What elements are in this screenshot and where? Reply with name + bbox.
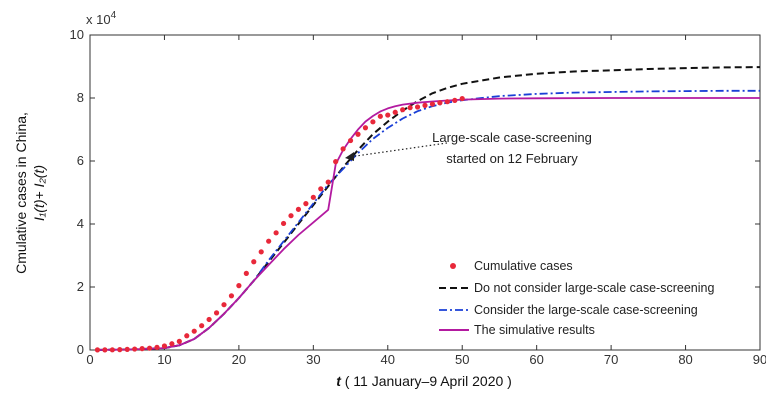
data-point	[392, 109, 398, 115]
data-point	[169, 341, 175, 347]
data-point	[117, 347, 123, 353]
legend-item-simulative-results: The simulative results	[439, 323, 595, 337]
data-point	[280, 220, 287, 227]
y-axis-label: Cmulative cases in China, I₁(t)+ I₂(t)	[13, 112, 47, 274]
data-point	[154, 344, 160, 350]
y-tick-label: 0	[77, 342, 84, 357]
y-tick-label: 10	[70, 27, 84, 42]
data-point	[228, 293, 235, 299]
data-point	[221, 302, 227, 308]
x-axis-label: t ( 11 January–9 April 2020 )	[336, 373, 512, 389]
x-tick-label: 0	[86, 352, 93, 367]
x-tick-label: 10	[157, 352, 171, 367]
data-point	[132, 346, 138, 352]
legend-label-with-screening: Consider the large-scale case-screening	[474, 303, 698, 317]
y-multiplier-label: x 104	[86, 10, 117, 27]
legend-item-cumulative-cases: Cumulative cases	[450, 259, 573, 273]
data-point	[318, 186, 324, 192]
x-tick-label: 30	[306, 352, 320, 367]
data-point	[288, 213, 294, 219]
y-tick-label: 2	[77, 279, 84, 294]
x-tick-label: 90	[753, 352, 766, 367]
data-point	[407, 105, 413, 111]
data-point	[273, 230, 279, 236]
x-tick-label: 50	[455, 352, 469, 367]
plot-area	[89, 34, 761, 351]
legend-label-simulative-results: The simulative results	[474, 323, 595, 337]
data-point	[459, 95, 465, 102]
annotation-text-line2: started on 12 February	[446, 151, 578, 166]
data-point	[355, 131, 361, 137]
data-point	[444, 99, 450, 105]
data-point	[266, 238, 272, 244]
data-point	[325, 179, 331, 185]
legend-item-no-screening: Do not consider large-scale case-screeni…	[439, 281, 714, 295]
data-point	[333, 159, 339, 165]
data-point	[109, 347, 115, 353]
data-point	[400, 107, 406, 113]
x-tick-label: 40	[381, 352, 395, 367]
data-point	[414, 104, 421, 110]
series-layer	[94, 66, 761, 353]
data-point	[251, 259, 257, 265]
data-point	[199, 323, 205, 329]
annotation-arrow-head	[345, 152, 354, 161]
plot-frame	[89, 34, 761, 351]
data-point	[236, 283, 242, 289]
x-tick-label: 20	[232, 352, 246, 367]
data-point	[362, 125, 369, 131]
data-point	[161, 343, 168, 349]
annotation: Large-scale case-screening started on 12…	[345, 130, 592, 166]
annotation-text-line1: Large-scale case-screening	[432, 130, 592, 145]
data-point	[176, 338, 182, 344]
data-point	[213, 310, 220, 316]
data-point	[422, 102, 428, 108]
data-point	[310, 194, 316, 200]
annotation-arrow-line	[348, 142, 448, 158]
data-point	[124, 346, 130, 352]
data-point	[184, 333, 190, 339]
legend-marker-cumulative-cases	[450, 263, 456, 269]
legend-item-with-screening: Consider the large-scale case-screening	[439, 303, 698, 317]
data-point	[258, 249, 264, 255]
x-tick-label: 80	[678, 352, 692, 367]
data-point	[191, 328, 197, 334]
data-point	[452, 97, 458, 103]
data-point	[102, 347, 108, 353]
data-point	[295, 206, 302, 212]
y-axis-label-line2: I₁(t)+ I₂(t)	[31, 165, 47, 221]
data-point	[347, 137, 354, 144]
data-point	[340, 146, 346, 152]
x-tick-label: 70	[604, 352, 618, 367]
y-axis-label-line1: Cmulative cases in China,	[13, 112, 29, 274]
data-point	[303, 201, 309, 207]
data-point	[370, 119, 376, 125]
legend-label-cumulative-cases: Cumulative cases	[474, 259, 573, 273]
legend-label-no-screening: Do not consider large-scale case-screeni…	[474, 281, 714, 295]
data-point	[146, 345, 153, 351]
x-tick-label: 60	[529, 352, 543, 367]
data-point	[437, 100, 443, 106]
data-point	[206, 316, 212, 323]
data-point	[377, 113, 383, 119]
axis-ticks: 0 10 20 30 40 50 60 70 80 90 0 2 4 6 8 10	[70, 27, 766, 367]
data-point	[429, 101, 436, 107]
data-point	[94, 347, 101, 353]
y-tick-label: 4	[77, 216, 84, 231]
data-point	[139, 346, 145, 352]
y-tick-label: 6	[77, 153, 84, 168]
y-tick-label: 8	[77, 90, 84, 105]
data-point	[243, 270, 249, 276]
data-point	[385, 112, 391, 118]
legend: Cumulative cases Do not consider large-s…	[439, 259, 714, 337]
